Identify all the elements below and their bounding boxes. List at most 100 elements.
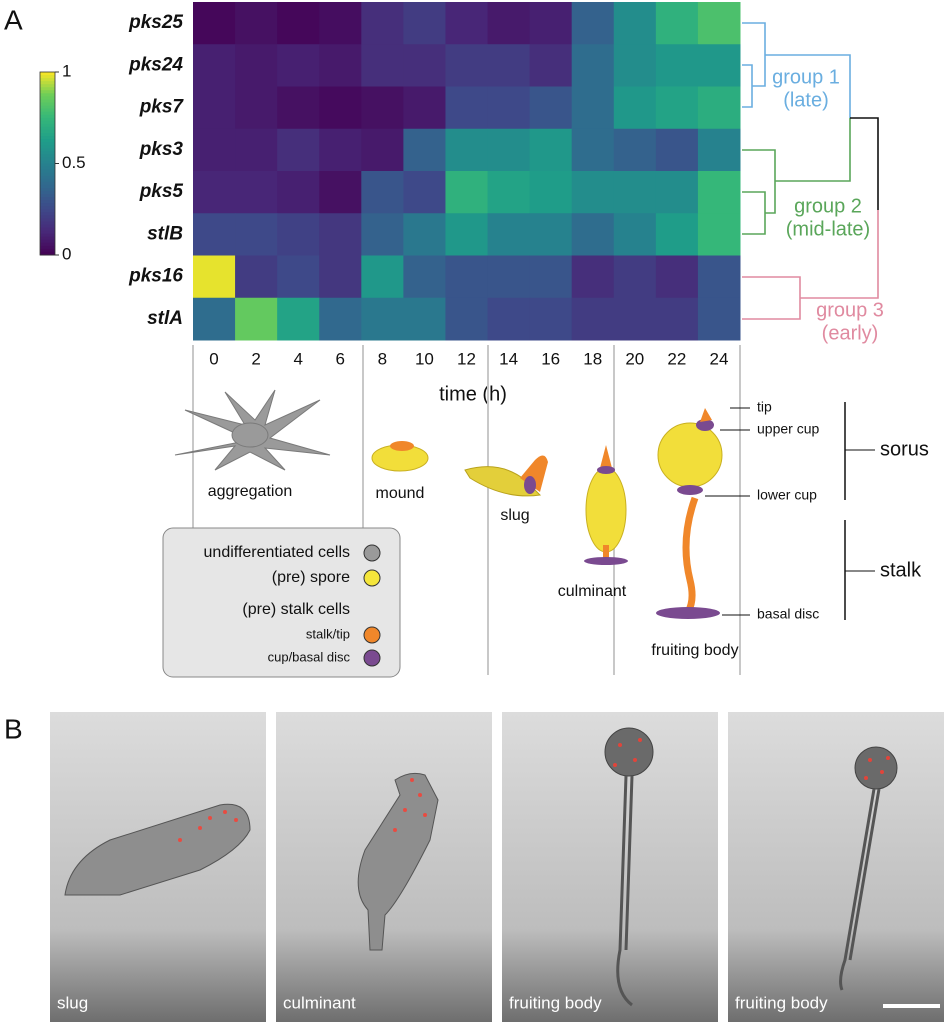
colorbar-segment: [40, 129, 55, 134]
heatmap-cell: [655, 255, 699, 299]
heatmap-cell: [235, 44, 278, 87]
colorbar-segment: [40, 148, 55, 152]
colorbar-segment: [40, 227, 55, 232]
y-tick-label: pks24: [128, 54, 183, 75]
colorbar-segment: [40, 200, 55, 204]
heatmap-cell: [403, 297, 446, 341]
dendrogram: [742, 22, 879, 320]
colorbar-segment: [40, 102, 55, 107]
heatmap-cell: [193, 128, 236, 172]
y-tick-label: stlB: [147, 223, 183, 244]
colorbar-segment: [40, 248, 55, 253]
colorbar-segment: [40, 145, 55, 149]
heatmap-cell: [361, 297, 404, 341]
heatmap-cell: [697, 213, 741, 256]
heatmap-cell: [613, 86, 657, 130]
heatmap-cell: [655, 2, 699, 45]
heatmap-cell: [655, 86, 699, 130]
legend-label: (pre) stalk cells: [242, 601, 350, 618]
heatmap-cell: [445, 128, 489, 172]
group-label: (mid-late): [786, 218, 870, 240]
region-label: sorus: [880, 438, 929, 460]
heatmap-cell: [655, 128, 699, 172]
heatmap-cell: [277, 128, 320, 172]
heatmap-cell: [487, 255, 531, 299]
heatmap-cell: [361, 44, 404, 87]
heatmap-cell: [319, 297, 362, 341]
heatmap-cell: [193, 297, 236, 341]
heatmap-cell: [193, 86, 236, 130]
group-label: group 3: [816, 299, 884, 321]
colorbar-segment: [40, 175, 55, 180]
panel-label: A: [4, 4, 23, 35]
x-tick-label: 10: [415, 349, 434, 368]
stage-label: mound: [376, 485, 425, 502]
heatmap-cell: [487, 297, 531, 341]
heatmap-cell: [277, 171, 320, 214]
colorbar-segment: [40, 75, 55, 79]
heatmap-cell: [529, 255, 573, 299]
heatmap-cell: [445, 297, 489, 341]
heatmap-cell: [655, 213, 699, 256]
x-tick-label: 2: [251, 349, 260, 368]
heatmap-cell: [277, 44, 320, 87]
heatmap-cell: [277, 2, 320, 45]
heatmap-cell: [613, 297, 657, 341]
colorbar-segment: [40, 142, 55, 146]
legend-label: cup/basal disc: [268, 649, 351, 664]
legend-label: (pre) spore: [272, 569, 350, 586]
group-labels: group 1(late) group 2(mid-late) group 3(ea…: [772, 66, 884, 344]
heatmap-cell: [235, 128, 278, 172]
colorbar-segment: [40, 190, 55, 195]
colorbar-segment: [40, 218, 55, 222]
group-label: group 1: [772, 66, 840, 88]
heatmap-cell: [319, 2, 362, 45]
colorbar-segment: [40, 84, 55, 88]
heatmap-cell: [445, 255, 489, 299]
colorbar-segment: [40, 93, 55, 97]
heatmap-cell: [361, 86, 404, 130]
heatmap-cell: [319, 86, 362, 130]
heatmap-cell: [235, 297, 278, 341]
colorbar-segment: [40, 221, 55, 225]
heatmap-cell: [403, 213, 446, 256]
heatmap-cell: [529, 44, 573, 87]
heatmap-cell: [529, 171, 573, 214]
heatmap-cell: [487, 213, 531, 256]
colorbar-tick-label: 0.5: [62, 153, 86, 172]
heatmap-cell: [403, 2, 446, 45]
colorbar-segment: [40, 126, 55, 131]
heatmap-cell: [193, 2, 236, 45]
colorbar-segment: [40, 245, 55, 250]
legend-swatch: [363, 626, 381, 644]
x-tick-label: 16: [541, 349, 560, 368]
colorbar-segment: [40, 90, 55, 94]
colorbar-segment: [40, 78, 55, 82]
colorbar-segment: [40, 96, 55, 100]
heatmap-cell: [655, 44, 699, 87]
colorbar-segment: [40, 181, 55, 186]
stage-label: culminant: [558, 583, 627, 600]
colorbar-segment: [40, 172, 55, 177]
anatomy-label: lower cup: [757, 487, 817, 503]
heatmap-cell: [529, 213, 573, 256]
colorbar-tick-label: 0: [62, 244, 71, 263]
colorbar-segment: [40, 160, 55, 164]
anatomy-label: basal disc: [757, 606, 819, 622]
heatmap-cell: [571, 213, 615, 256]
heatmap-cell: [487, 171, 531, 214]
y-tick-label: pks16: [128, 266, 183, 287]
heatmap-cell: [571, 86, 615, 130]
colorbar-segment: [40, 151, 55, 155]
heatmap-cell: [445, 2, 489, 45]
colorbar-segment: [40, 105, 55, 110]
heatmap-cell: [571, 255, 615, 299]
x-tick-label: 22: [667, 349, 686, 368]
y-tick-label: pks5: [139, 181, 184, 202]
legend-swatch: [363, 569, 381, 587]
heatmap-cell: [529, 2, 573, 45]
colorbar-segment: [40, 81, 55, 85]
anatomy-label: upper cup: [757, 421, 819, 437]
x-tick-label: 14: [499, 349, 518, 368]
